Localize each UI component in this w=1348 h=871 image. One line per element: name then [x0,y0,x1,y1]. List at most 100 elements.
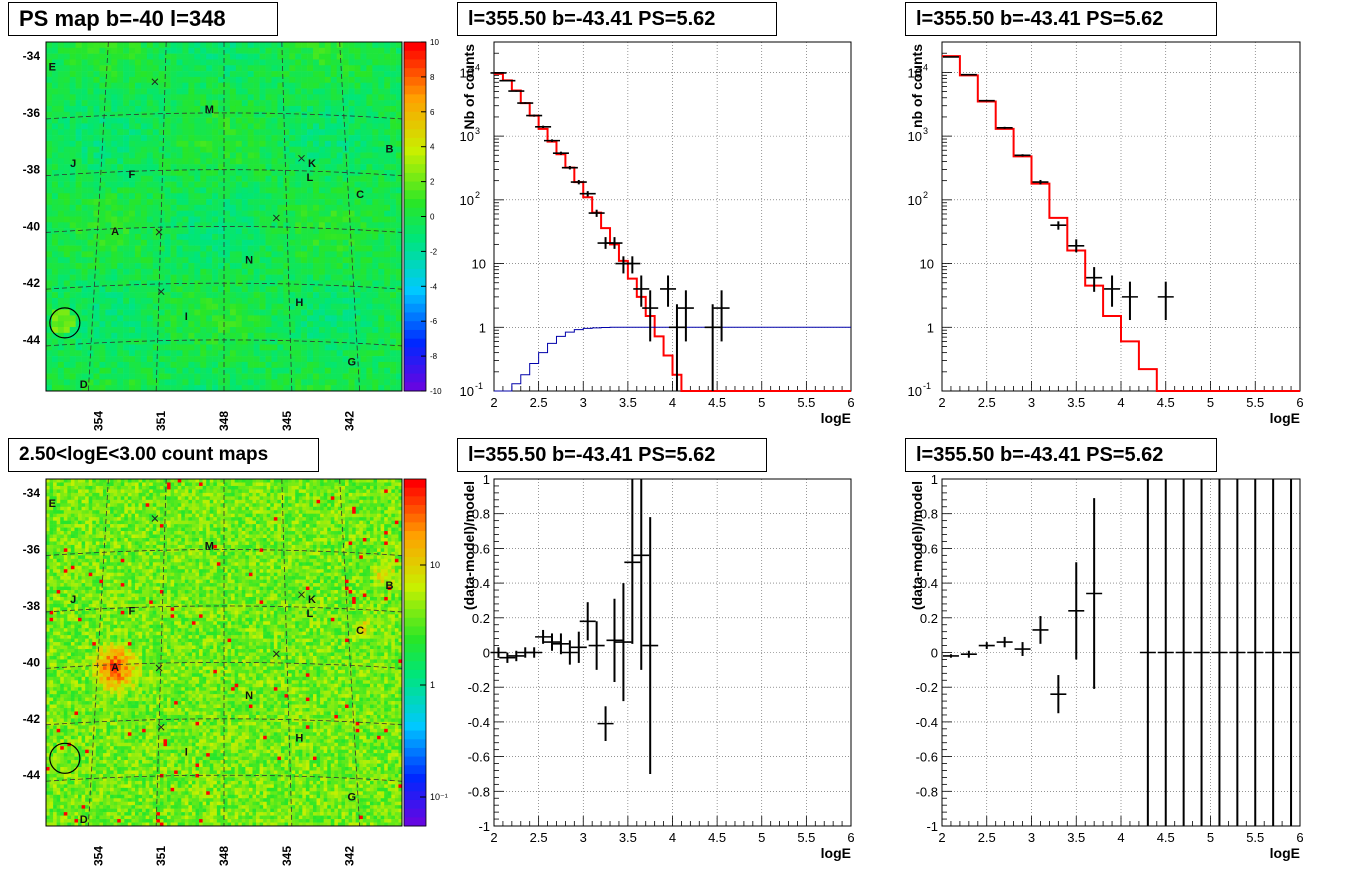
map-pixel [170,292,177,299]
map-pixel [70,725,75,730]
map-pixel [235,158,243,165]
map-pixel [74,586,79,591]
map-pixel [69,123,76,130]
map-pixel [372,88,379,95]
map-pixel [336,280,343,287]
map-pixel [158,204,165,211]
map-pixel [85,531,90,535]
map-pixel [67,489,72,494]
map-pixel [67,763,72,768]
map-pixel [224,53,231,60]
map-pixel [330,169,338,177]
map-pixel [265,123,272,130]
map-pixel [81,482,86,487]
map-pixel [235,286,243,293]
map-pixel [224,123,231,130]
map-pixel [70,673,75,678]
map-pixel [212,239,219,246]
map-pixel [342,129,349,136]
map-pixel [123,135,130,142]
map-pixel [324,164,332,171]
map-pixel [81,350,88,357]
map-pixel [241,100,249,107]
map-pixel [117,280,124,287]
map-pixel [176,268,183,275]
map-pixel [56,669,61,674]
map-pixel [87,53,94,60]
map-pixel [265,105,272,113]
source-label: G [347,356,356,368]
map-pixel [46,576,50,580]
map-pixel [46,361,53,369]
map-pixel [63,687,68,691]
map-pixel [330,222,338,229]
map-pixel [87,280,94,287]
map-pixel [158,105,165,113]
map-pixel [384,274,391,281]
map-pixel [63,274,71,281]
map-pixel [56,485,61,490]
map-pixel [46,140,53,147]
map-pixel [81,624,86,629]
map-pixel [93,175,100,182]
map-pixel [200,193,207,200]
map-pixel [85,777,90,782]
map-pixel [301,309,308,316]
map-pixel [336,100,343,107]
map-pixel [129,158,136,165]
map-pixel [396,332,403,339]
map-pixel [57,373,65,380]
map-pixel [390,53,397,60]
map-pixel [384,158,391,165]
map-pixel [88,690,93,695]
map-pixel [60,690,65,695]
colorbar-tick-label: 6 [430,108,435,117]
map-pixel [85,749,90,754]
map-pixel [259,76,266,84]
map-pixel [88,714,93,719]
map-pixel [74,610,79,615]
map-pixel [69,257,76,264]
map-pixel [46,600,50,605]
map-pixel [93,42,100,49]
map-pixel [78,510,82,514]
map-pixel [85,697,90,702]
map-pixel [123,169,130,177]
map-pixel [283,263,290,270]
map-pixel [99,59,106,66]
map-pixel [295,105,302,113]
map-pixel [206,129,213,136]
map-pixel [176,373,183,380]
map-pixel [129,187,136,194]
map-pixel [176,181,183,188]
map-pixel [253,239,260,246]
map-pixel [67,638,72,643]
map-pixel [224,140,231,147]
map-pixel [57,187,65,194]
map-pixel [378,222,385,229]
map-pixel [224,146,231,153]
colorbar-segment [404,199,426,209]
map-pixel [99,65,106,72]
map-pixel [105,88,112,95]
map-pixel [140,88,148,95]
map-pixel [51,152,59,159]
map-pixel [81,517,86,521]
map-pixel [111,233,118,241]
map-pixel [200,315,207,322]
map-pixel [53,479,57,483]
map-pixel [164,373,171,380]
map-pixel [247,71,254,78]
map-pixel [78,732,82,737]
map-pixel [69,146,76,153]
map-pixel [307,169,314,177]
map-pixel [182,47,189,54]
map-pixel [74,645,79,650]
map-pixel [53,704,57,709]
map-pixel [63,350,71,357]
map-pixel [235,303,243,310]
map-pixel [390,356,397,363]
map-pixel [194,373,201,380]
map-pixel [129,268,136,275]
map-pixel [336,140,343,147]
